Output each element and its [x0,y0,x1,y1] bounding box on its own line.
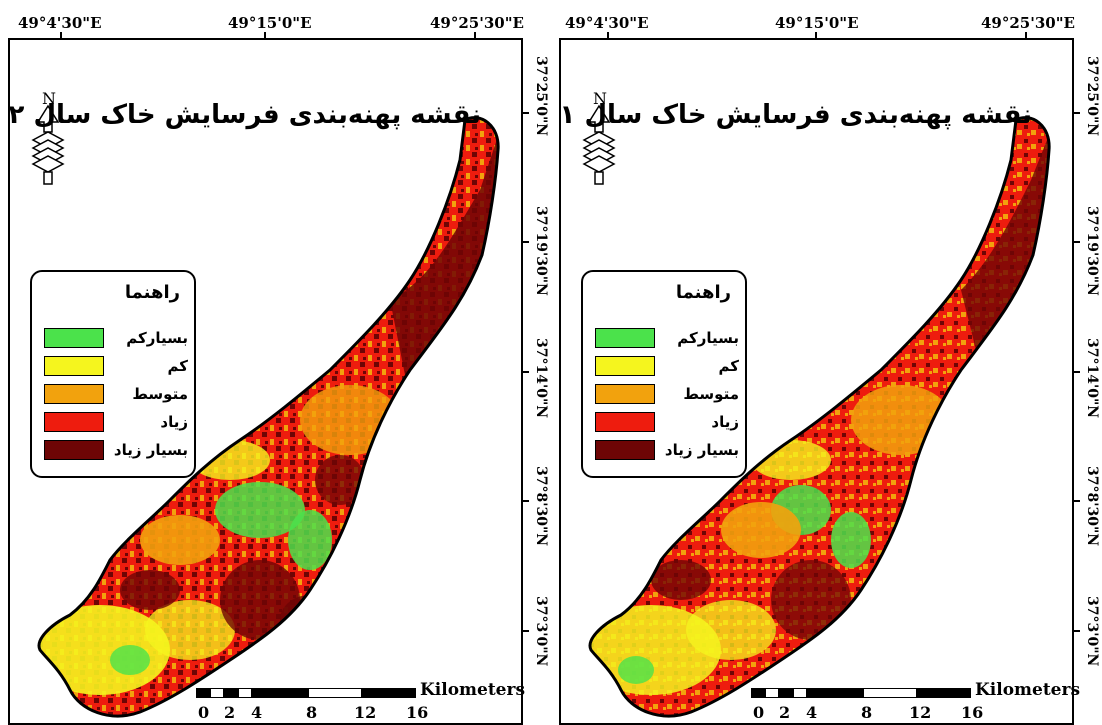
latitude-label: 37°8'30"N [1084,466,1100,547]
longitude-label: 49°15'0"E [775,14,859,32]
scale-tick: 8 [861,703,873,722]
legend-item: بسیار زیاد [595,440,745,462]
legend-swatch [44,328,104,348]
erosion-map [37,116,500,718]
legend-swatch [44,384,104,404]
legend-swatch [595,440,655,460]
scale-tick: 4 [251,703,263,722]
north-arrow-icon: N [30,88,66,188]
scale-tick: 16 [406,703,429,722]
longitude-label: 49°15'0"E [228,14,312,32]
scale-tick: 12 [909,703,932,722]
legend-swatch [595,356,655,376]
longitude-label: 49°25'30"E [430,14,524,32]
map-frame: N نقشه پهنه‌بندی فرسایش خاک سال ۱۴۰۲ راه… [8,38,523,725]
longitude-label: 49°25'30"E [981,14,1075,32]
svg-text:N: N [593,89,607,108]
latitude-label: 37°19'30"N [1084,206,1100,296]
legend-item: متوسط [595,384,745,406]
svg-text:N: N [42,89,56,108]
map-title: نقشه پهنه‌بندی فرسایش خاک سال ۱۴۰۲ [8,100,481,130]
scale-tick: 8 [306,703,318,722]
scale-tick: 4 [806,703,818,722]
legend-swatch [595,328,655,348]
scale-tick: 2 [224,703,236,722]
latitude-label: 37°14'0"N [533,338,549,419]
legend-swatch [44,440,104,460]
legend-item: زیاد [595,412,745,434]
legend-item: بسیارکم [595,328,745,350]
latitude-label: 37°3'0"N [1084,596,1100,667]
scale-tick: 16 [961,703,984,722]
legend-item: کم [44,356,194,378]
legend-swatch [44,356,104,376]
latitude-label: 37°25'0"N [1084,56,1100,137]
legend: راهنما بسیارکم کم متوسط زیاد بسیار زیاد [30,270,196,478]
legend-item: بسیارکم [44,328,194,350]
legend-item: بسیار زیاد [44,440,194,462]
scale-unit: Kilometers [420,680,526,700]
latitude-label: 37°3'0"N [533,596,549,667]
map-frame: N نقشه پهنه‌بندی فرسایش خاک سال ۱۳۷۱ راه… [559,38,1074,725]
legend-item: زیاد [44,412,194,434]
latitude-label: 37°19'30"N [533,206,549,296]
legend: راهنما بسیارکم کم متوسط زیاد بسیار زیاد [581,270,747,478]
legend-title: راهنما [675,282,731,303]
latitude-label: 37°25'0"N [533,56,549,137]
legend-swatch [595,412,655,432]
legend-item: متوسط [44,384,194,406]
map-panel-1402: 49°4'30"E 49°15'0"E 49°25'30"E [8,14,549,725]
latitude-label: 37°8'30"N [533,466,549,547]
scale-tick: 0 [753,703,765,722]
scale-tick: 2 [779,703,791,722]
map-panel-1371: 49°4'30"E 49°15'0"E 49°25'30"E [551,0,1102,725]
legend-swatch [44,412,104,432]
scale-tick: 0 [198,703,210,722]
latitude-label: 37°14'0"N [1084,338,1100,419]
legend-item: کم [595,356,745,378]
scale-tick: 12 [354,703,377,722]
north-arrow-icon: N [581,88,617,188]
legend-title: راهنما [124,282,180,303]
scale-bar [751,688,971,698]
scale-unit: Kilometers [975,680,1081,700]
longitude-label: 49°4'30"E [565,14,649,32]
scale-bar [196,688,416,698]
map-title: نقشه پهنه‌بندی فرسایش خاک سال ۱۳۷۱ [559,100,1032,130]
longitude-label: 49°4'30"E [18,14,102,32]
legend-swatch [595,384,655,404]
